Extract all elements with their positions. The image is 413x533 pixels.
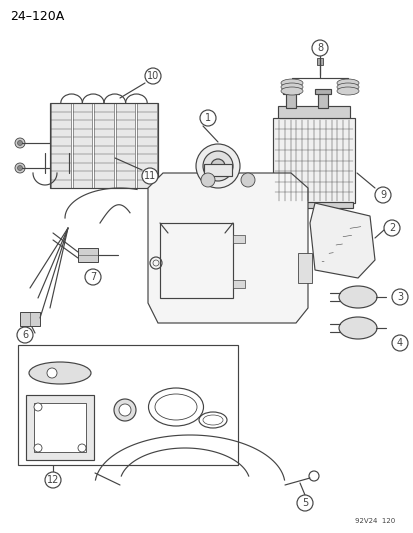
Bar [116, 103, 135, 188]
Bar [314, 89, 330, 94]
Text: 12: 12 [47, 475, 59, 485]
Circle shape [311, 40, 327, 56]
Circle shape [45, 472, 61, 488]
Circle shape [202, 151, 233, 181]
Ellipse shape [336, 83, 358, 91]
Circle shape [47, 368, 57, 378]
Circle shape [78, 444, 86, 452]
Bar [72, 103, 92, 188]
Polygon shape [147, 173, 307, 323]
Ellipse shape [280, 79, 302, 87]
Text: 7: 7 [90, 272, 96, 282]
Ellipse shape [280, 83, 302, 91]
Circle shape [15, 138, 25, 148]
Circle shape [17, 166, 22, 171]
Text: 24–120A: 24–120A [10, 10, 64, 22]
Bar [137, 103, 157, 188]
Bar [272, 118, 354, 203]
Bar [34, 403, 86, 452]
Circle shape [201, 173, 214, 187]
Text: 2: 2 [388, 223, 394, 233]
Circle shape [85, 269, 101, 285]
Circle shape [296, 495, 312, 511]
Ellipse shape [336, 87, 358, 95]
Bar [317, 90, 327, 108]
Circle shape [199, 110, 216, 126]
Polygon shape [309, 203, 374, 278]
Bar [316, 58, 322, 65]
Circle shape [114, 399, 136, 421]
Ellipse shape [336, 79, 358, 87]
Ellipse shape [338, 317, 376, 339]
Bar [50, 103, 158, 188]
Text: 8: 8 [316, 43, 322, 53]
Text: 6: 6 [22, 330, 28, 340]
Text: 3: 3 [396, 292, 402, 302]
Text: 11: 11 [144, 171, 156, 181]
Bar [20, 312, 40, 326]
Bar [282, 89, 298, 94]
Circle shape [211, 159, 224, 173]
Bar [204, 164, 231, 176]
Circle shape [391, 335, 407, 351]
Text: 5: 5 [301, 498, 307, 508]
Circle shape [383, 220, 399, 236]
Circle shape [34, 403, 42, 411]
Bar [274, 202, 352, 208]
Circle shape [374, 187, 390, 203]
Ellipse shape [280, 87, 302, 95]
Text: 10: 10 [147, 71, 159, 81]
Circle shape [17, 141, 22, 146]
Bar [285, 90, 295, 108]
Text: 4: 4 [396, 338, 402, 348]
Bar [26, 395, 94, 460]
Circle shape [195, 144, 240, 188]
Bar [277, 106, 349, 118]
Circle shape [391, 289, 407, 305]
Circle shape [119, 404, 131, 416]
Ellipse shape [338, 286, 376, 308]
Text: 92V24  120: 92V24 120 [354, 518, 394, 524]
Circle shape [17, 327, 33, 343]
Ellipse shape [29, 362, 91, 384]
Bar [51, 103, 71, 188]
Bar [233, 280, 244, 288]
Circle shape [34, 444, 42, 452]
Bar [78, 248, 98, 262]
Text: 9: 9 [379, 190, 385, 200]
Circle shape [240, 173, 254, 187]
Circle shape [142, 168, 158, 184]
Bar [18, 345, 237, 465]
Bar [94, 103, 114, 188]
Text: 1: 1 [204, 113, 211, 123]
Circle shape [15, 163, 25, 173]
Polygon shape [297, 253, 311, 283]
Bar [233, 235, 244, 243]
Circle shape [145, 68, 161, 84]
